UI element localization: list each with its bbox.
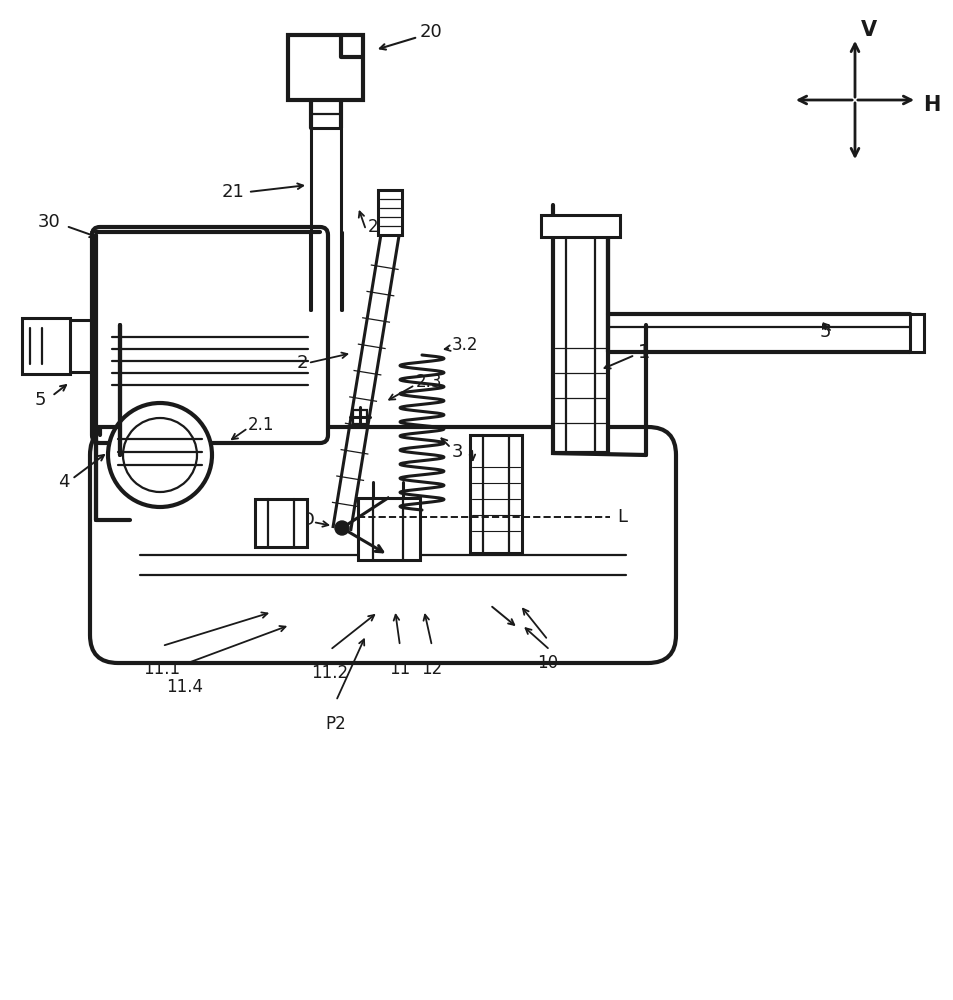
Bar [470, 435, 521, 553]
Text: 2.1: 2.1 [248, 416, 274, 434]
Text: 11.1: 11.1 [143, 660, 180, 678]
Bar [22, 318, 70, 374]
Text: 12: 12 [421, 660, 442, 678]
Text: 20: 20 [419, 23, 442, 41]
Text: P2: P2 [325, 715, 346, 733]
Text: L: L [617, 508, 626, 526]
Bar [377, 190, 401, 235]
Text: 30: 30 [38, 213, 61, 231]
Bar [909, 314, 923, 352]
Circle shape [335, 521, 349, 535]
Circle shape [123, 418, 196, 492]
Bar [357, 498, 419, 560]
Text: 2: 2 [296, 354, 308, 372]
Text: 11: 11 [389, 660, 410, 678]
Bar [288, 35, 363, 100]
Text: H: H [923, 95, 940, 115]
Text: V: V [861, 20, 876, 40]
Text: 2.3: 2.3 [416, 373, 442, 391]
Bar [254, 499, 307, 547]
Text: 5: 5 [820, 323, 831, 341]
Bar [353, 410, 367, 424]
Text: 11.2: 11.2 [311, 664, 348, 682]
Text: 5: 5 [35, 391, 47, 409]
Text: 3: 3 [452, 443, 463, 461]
Text: 1: 1 [638, 342, 650, 361]
FancyBboxPatch shape [91, 227, 328, 443]
Text: D: D [299, 511, 314, 529]
Circle shape [108, 403, 212, 507]
Bar [553, 235, 607, 453]
Text: 2.2: 2.2 [368, 218, 395, 236]
Text: 11.4: 11.4 [167, 678, 203, 696]
FancyBboxPatch shape [90, 427, 676, 663]
Bar [540, 215, 619, 237]
Text: 10: 10 [537, 654, 558, 672]
Text: 11.3: 11.3 [472, 436, 509, 454]
Text: 4: 4 [58, 473, 70, 491]
Text: 21: 21 [222, 183, 245, 201]
Text: 3.2: 3.2 [452, 336, 478, 354]
